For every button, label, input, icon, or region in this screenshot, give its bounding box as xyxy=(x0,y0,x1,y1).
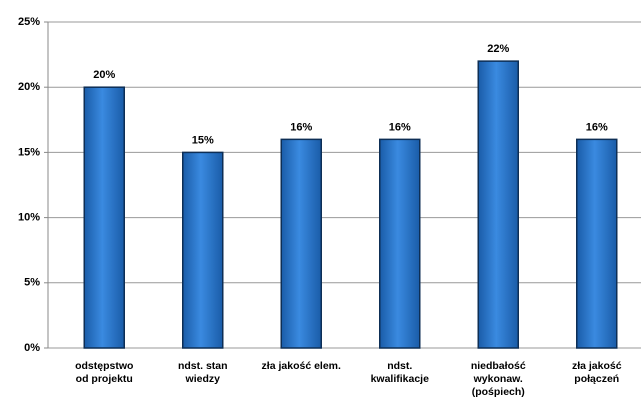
y-tick-label: 5% xyxy=(24,277,40,289)
bar xyxy=(83,86,125,349)
y-tick-label: 0% xyxy=(24,342,40,354)
value-label: 16% xyxy=(389,121,411,133)
y-tick-label: 20% xyxy=(18,81,40,93)
bar xyxy=(576,138,618,349)
value-label: 20% xyxy=(93,69,115,81)
bar xyxy=(182,151,224,349)
x-tick-label: odstępstwo od projektu xyxy=(75,360,134,385)
x-tick-label: zła jakość połączeń xyxy=(571,360,622,385)
value-label: 16% xyxy=(290,121,312,133)
bar xyxy=(280,138,322,349)
value-label: 15% xyxy=(192,134,214,146)
y-tick-label: 25% xyxy=(18,16,40,28)
x-tick-label: ndst. stan wiedzy xyxy=(177,360,228,385)
value-label: 16% xyxy=(586,121,608,133)
y-tick-label: 15% xyxy=(18,146,40,158)
value-label: 22% xyxy=(487,43,509,55)
bar xyxy=(379,138,421,349)
y-tick-label: 10% xyxy=(18,212,40,224)
x-tick-label: ndst. kwalifikacje xyxy=(370,360,429,385)
x-tick-label: zła jakość elem. xyxy=(261,360,341,372)
bar xyxy=(477,60,519,349)
x-tick-label: niedbałość wykonaw. (pośpiech) xyxy=(470,360,526,398)
